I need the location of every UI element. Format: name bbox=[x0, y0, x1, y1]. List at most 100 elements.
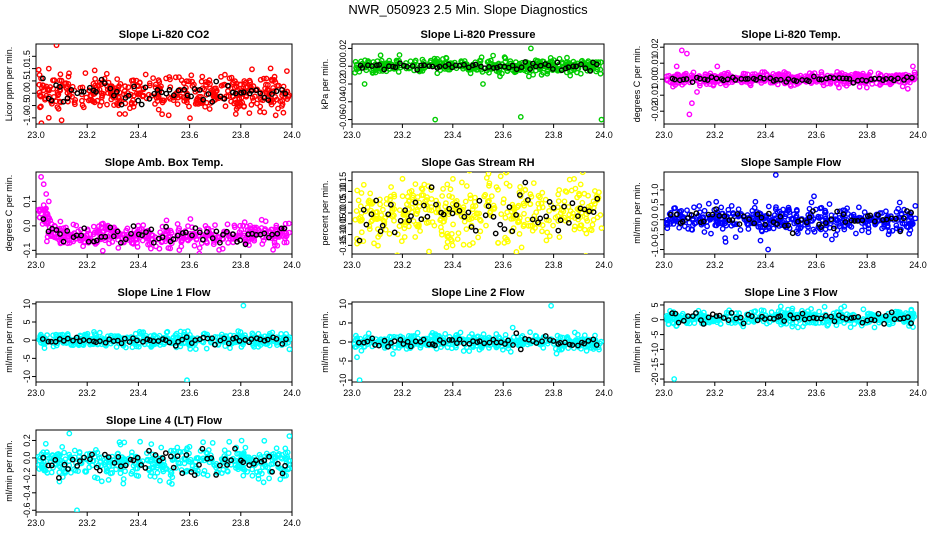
data-point bbox=[516, 230, 523, 237]
data-point bbox=[539, 228, 545, 235]
reference-point bbox=[93, 89, 99, 95]
data-point bbox=[193, 236, 200, 242]
x-tick-label: 23.0 bbox=[27, 260, 45, 270]
y-axis-label: ml/min per min. bbox=[632, 182, 642, 244]
data-point bbox=[409, 194, 416, 201]
data-point bbox=[117, 470, 124, 477]
data-point bbox=[253, 340, 260, 347]
reference-point bbox=[421, 62, 427, 69]
data-point bbox=[145, 465, 152, 472]
data-point bbox=[194, 95, 201, 102]
reference-point bbox=[118, 101, 125, 108]
reference-point bbox=[429, 63, 436, 70]
reference-point bbox=[73, 334, 80, 341]
reference-point bbox=[781, 222, 788, 229]
data-point bbox=[734, 221, 740, 228]
x-tick-label: 24.0 bbox=[283, 130, 301, 140]
outlier-point bbox=[596, 346, 602, 353]
data-point bbox=[805, 308, 811, 314]
data-point bbox=[202, 222, 209, 229]
x-tick-label: 24.0 bbox=[909, 260, 927, 270]
data-point bbox=[94, 475, 101, 482]
data-point bbox=[42, 462, 49, 468]
y-tick-label: -10 bbox=[650, 343, 660, 356]
reference-point bbox=[369, 335, 376, 342]
reference-point bbox=[816, 76, 822, 83]
data-point bbox=[46, 86, 53, 93]
reference-point bbox=[506, 204, 513, 211]
reference-point bbox=[509, 228, 516, 235]
data-point bbox=[99, 247, 106, 254]
data-point bbox=[222, 103, 229, 110]
reference-point bbox=[875, 310, 882, 317]
reference-point bbox=[667, 211, 674, 218]
reference-point bbox=[229, 89, 236, 96]
data-point bbox=[773, 204, 779, 211]
reference-point bbox=[118, 340, 125, 347]
data-point bbox=[120, 231, 127, 238]
reference-point bbox=[379, 222, 386, 229]
reference-point bbox=[175, 338, 182, 345]
data-point bbox=[152, 81, 159, 88]
data-point bbox=[899, 83, 906, 90]
points-group bbox=[36, 302, 292, 382]
reference-point bbox=[449, 337, 455, 343]
data-point bbox=[440, 185, 446, 192]
data-point bbox=[221, 447, 228, 454]
reference-point bbox=[102, 339, 109, 346]
data-point bbox=[163, 217, 170, 224]
reference-point bbox=[818, 315, 824, 322]
reference-point bbox=[806, 214, 813, 221]
reference-point bbox=[740, 320, 747, 327]
data-point bbox=[80, 243, 87, 250]
reference-point bbox=[569, 200, 576, 207]
data-point bbox=[544, 229, 551, 236]
reference-point bbox=[273, 335, 280, 342]
data-point bbox=[36, 466, 43, 472]
data-point bbox=[503, 172, 510, 176]
data-point bbox=[42, 440, 49, 447]
data-point bbox=[222, 343, 229, 349]
data-point bbox=[36, 66, 42, 73]
data-point bbox=[249, 466, 256, 473]
data-point bbox=[172, 74, 179, 81]
reference-point bbox=[908, 209, 914, 216]
data-point bbox=[419, 56, 426, 63]
x-tick-label: 24.0 bbox=[909, 130, 927, 140]
data-point bbox=[352, 58, 359, 65]
data-point bbox=[488, 193, 495, 200]
reference-point bbox=[762, 221, 769, 228]
reference-point bbox=[708, 74, 715, 81]
data-point bbox=[249, 95, 256, 101]
data-point bbox=[111, 102, 117, 109]
reference-point bbox=[566, 341, 573, 348]
reference-point bbox=[859, 319, 866, 326]
x-tick-label: 23.4 bbox=[130, 260, 148, 270]
reference-point bbox=[391, 338, 398, 344]
data-point bbox=[128, 77, 135, 84]
reference-point bbox=[777, 313, 784, 319]
data-point bbox=[546, 207, 552, 214]
reference-point bbox=[818, 224, 824, 231]
reference-point bbox=[883, 216, 890, 223]
reference-point bbox=[754, 317, 761, 324]
data-point bbox=[231, 84, 238, 91]
data-point bbox=[251, 226, 258, 233]
data-point bbox=[747, 80, 754, 87]
reference-point bbox=[121, 335, 128, 342]
points-group bbox=[664, 303, 918, 382]
data-point bbox=[353, 208, 360, 214]
reference-point bbox=[159, 336, 166, 342]
data-point bbox=[468, 331, 475, 337]
reference-point bbox=[497, 221, 504, 228]
reference-point bbox=[64, 335, 71, 342]
data-point bbox=[383, 195, 390, 202]
data-point bbox=[65, 73, 72, 80]
data-point bbox=[818, 71, 825, 78]
data-point bbox=[881, 224, 887, 230]
data-point bbox=[788, 83, 794, 89]
reference-point bbox=[125, 92, 132, 99]
data-point bbox=[198, 78, 205, 85]
x-tick-label: 24.0 bbox=[283, 388, 301, 398]
